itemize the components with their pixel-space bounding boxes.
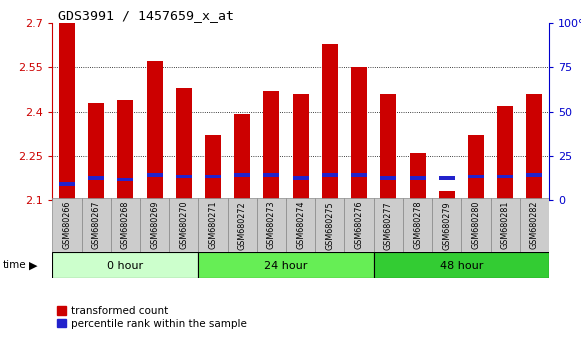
Bar [432, 198, 461, 253]
Text: GSM680270: GSM680270 [180, 201, 188, 250]
Legend: transformed count, percentile rank within the sample: transformed count, percentile rank withi… [58, 306, 246, 329]
Bar [381, 176, 396, 179]
Bar [146, 61, 163, 200]
Text: GSM680267: GSM680267 [92, 201, 101, 250]
Bar [286, 198, 315, 253]
Text: GSM680271: GSM680271 [209, 201, 217, 250]
Bar [526, 173, 543, 177]
Bar [175, 175, 192, 178]
Bar [52, 198, 81, 253]
Bar [81, 198, 111, 253]
Bar [468, 135, 484, 200]
Bar [374, 252, 549, 278]
Bar [234, 114, 250, 200]
Bar [234, 173, 250, 177]
Bar [140, 198, 169, 253]
Text: GSM680279: GSM680279 [442, 201, 451, 250]
Text: GSM680273: GSM680273 [267, 201, 276, 250]
Bar [374, 198, 403, 253]
Bar [439, 176, 455, 179]
Bar [293, 176, 309, 179]
Text: GSM680280: GSM680280 [472, 201, 480, 249]
Text: ▶: ▶ [29, 261, 38, 270]
Text: GSM680269: GSM680269 [150, 201, 159, 250]
Bar [263, 91, 279, 200]
Bar [381, 94, 396, 200]
Text: GSM680282: GSM680282 [530, 201, 539, 250]
Bar [175, 88, 192, 200]
Text: GSM680268: GSM680268 [121, 201, 130, 249]
Bar [59, 182, 75, 185]
Bar [403, 198, 432, 253]
Bar [52, 252, 198, 278]
Bar [146, 173, 163, 177]
Bar [497, 105, 513, 200]
Bar [293, 94, 309, 200]
Bar [351, 173, 367, 177]
Bar [439, 191, 455, 200]
Bar [205, 135, 221, 200]
Bar [117, 100, 134, 200]
Bar [468, 175, 484, 178]
Text: GSM680272: GSM680272 [238, 201, 247, 250]
Bar [315, 198, 345, 253]
Text: 48 hour: 48 hour [440, 261, 483, 271]
Bar [88, 176, 104, 179]
Bar [198, 252, 374, 278]
Bar [345, 198, 374, 253]
Text: GSM680281: GSM680281 [501, 201, 510, 249]
Bar [322, 44, 338, 200]
Text: GSM680266: GSM680266 [62, 201, 71, 249]
Bar [205, 175, 221, 178]
Bar [520, 198, 549, 253]
Bar [117, 178, 134, 181]
Text: GSM680277: GSM680277 [384, 201, 393, 250]
Bar [461, 198, 490, 253]
Text: time: time [3, 261, 27, 270]
Bar [169, 198, 198, 253]
Bar [497, 175, 513, 178]
Bar [88, 103, 104, 200]
Bar [263, 173, 279, 177]
Bar [228, 198, 257, 253]
Bar [490, 198, 520, 253]
Text: 0 hour: 0 hour [107, 261, 144, 271]
Text: 24 hour: 24 hour [264, 261, 308, 271]
Bar [257, 198, 286, 253]
Text: GSM680276: GSM680276 [354, 201, 364, 250]
Text: GSM680275: GSM680275 [325, 201, 335, 250]
Bar [198, 198, 228, 253]
Bar [59, 23, 75, 200]
Text: GDS3991 / 1457659_x_at: GDS3991 / 1457659_x_at [58, 9, 234, 22]
Bar [410, 153, 426, 200]
Bar [526, 94, 543, 200]
Text: GSM680274: GSM680274 [296, 201, 305, 250]
Bar [410, 176, 426, 179]
Bar [322, 173, 338, 177]
Text: GSM680278: GSM680278 [413, 201, 422, 250]
Bar [111, 198, 140, 253]
Bar [351, 67, 367, 200]
